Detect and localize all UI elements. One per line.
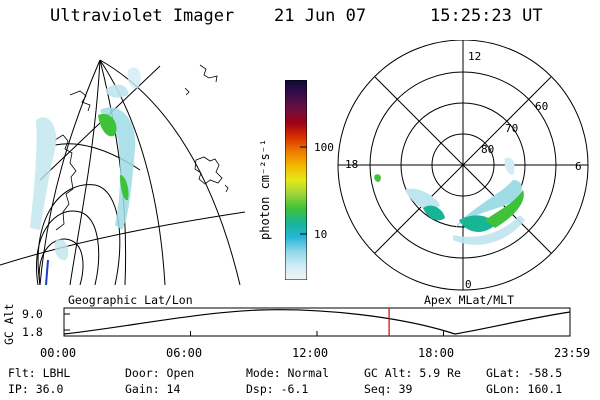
time-tick-1800: 18:00 [418, 346, 455, 360]
instrument-title: Ultraviolet Imager [50, 6, 235, 26]
colorbar-unit-label: photon cm⁻²s⁻¹ [258, 138, 272, 240]
latitude-line [38, 238, 84, 285]
time-tick-0000: 00:00 [40, 346, 77, 360]
time-tick-2359: 23:59 [554, 346, 591, 360]
meridian-line [69, 59, 101, 285]
status-mode: Mode: Normal [246, 366, 330, 380]
colorbar-tick-10: 10 [314, 228, 328, 241]
status-glon: GLon: 160.1 [486, 382, 563, 396]
status-gc-alt: GC Alt: 5.9 Re [364, 366, 461, 380]
status-seq: Seq: 39 [364, 382, 413, 396]
aurora-emission [30, 67, 141, 261]
coastline [199, 64, 218, 83]
mlt-label-18: 18 [345, 158, 358, 171]
status-dsp: Dsp: -6.1 [246, 382, 309, 396]
altitude-tick-low: 1.8 [22, 325, 43, 339]
geographic-image-panel [0, 59, 246, 286]
status-gain: Gain: 14 [125, 382, 181, 396]
mlt-label-6: 6 [575, 160, 582, 173]
polar-plot: 12 6 18 0 60 70 80 [337, 40, 589, 291]
altitude-curve [63, 309, 571, 335]
latitude-line [36, 210, 100, 285]
time-tick-0600: 06:00 [166, 346, 203, 360]
colorbar-gradient [284, 79, 308, 281]
status-door: Door: Open [125, 366, 195, 380]
latitude-line [37, 184, 121, 285]
date-label: 21 Jun 07 [274, 6, 367, 26]
altitude-tick-high: 9.0 [22, 307, 43, 321]
polar-aurora-emission [374, 157, 525, 245]
coastline [224, 184, 229, 193]
mlt-label-0: 0 [465, 278, 472, 291]
coastline [54, 134, 77, 231]
lat-label-80: 80 [481, 143, 494, 156]
mlt-label-12: 12 [468, 50, 481, 63]
time-tick-1200: 12:00 [292, 346, 329, 360]
lat-label-60: 60 [535, 100, 548, 113]
colorbar-tick-100: 100 [314, 141, 334, 154]
meridian-line [99, 59, 166, 285]
coastline [184, 87, 190, 96]
altitude-chart [63, 307, 571, 337]
status-filter: Flt: LBHL [8, 366, 71, 380]
earth-limb-line [99, 59, 241, 285]
satellite-track-marker [45, 259, 49, 286]
right-projection-label: Apex MLat/MLT [424, 293, 515, 307]
colorbar [284, 79, 308, 281]
coastline [69, 90, 91, 112]
left-projection-label: Geographic Lat/Lon [68, 293, 193, 307]
status-ip: IP: 36.0 [8, 382, 64, 396]
mlt-diagonal [374, 76, 552, 254]
time-label: 15:25:23 UT [430, 6, 543, 26]
coastline [194, 156, 223, 185]
latitude-line [0, 211, 246, 266]
lat-label-70: 70 [505, 122, 518, 135]
status-glat: GLat: -58.5 [486, 366, 563, 380]
